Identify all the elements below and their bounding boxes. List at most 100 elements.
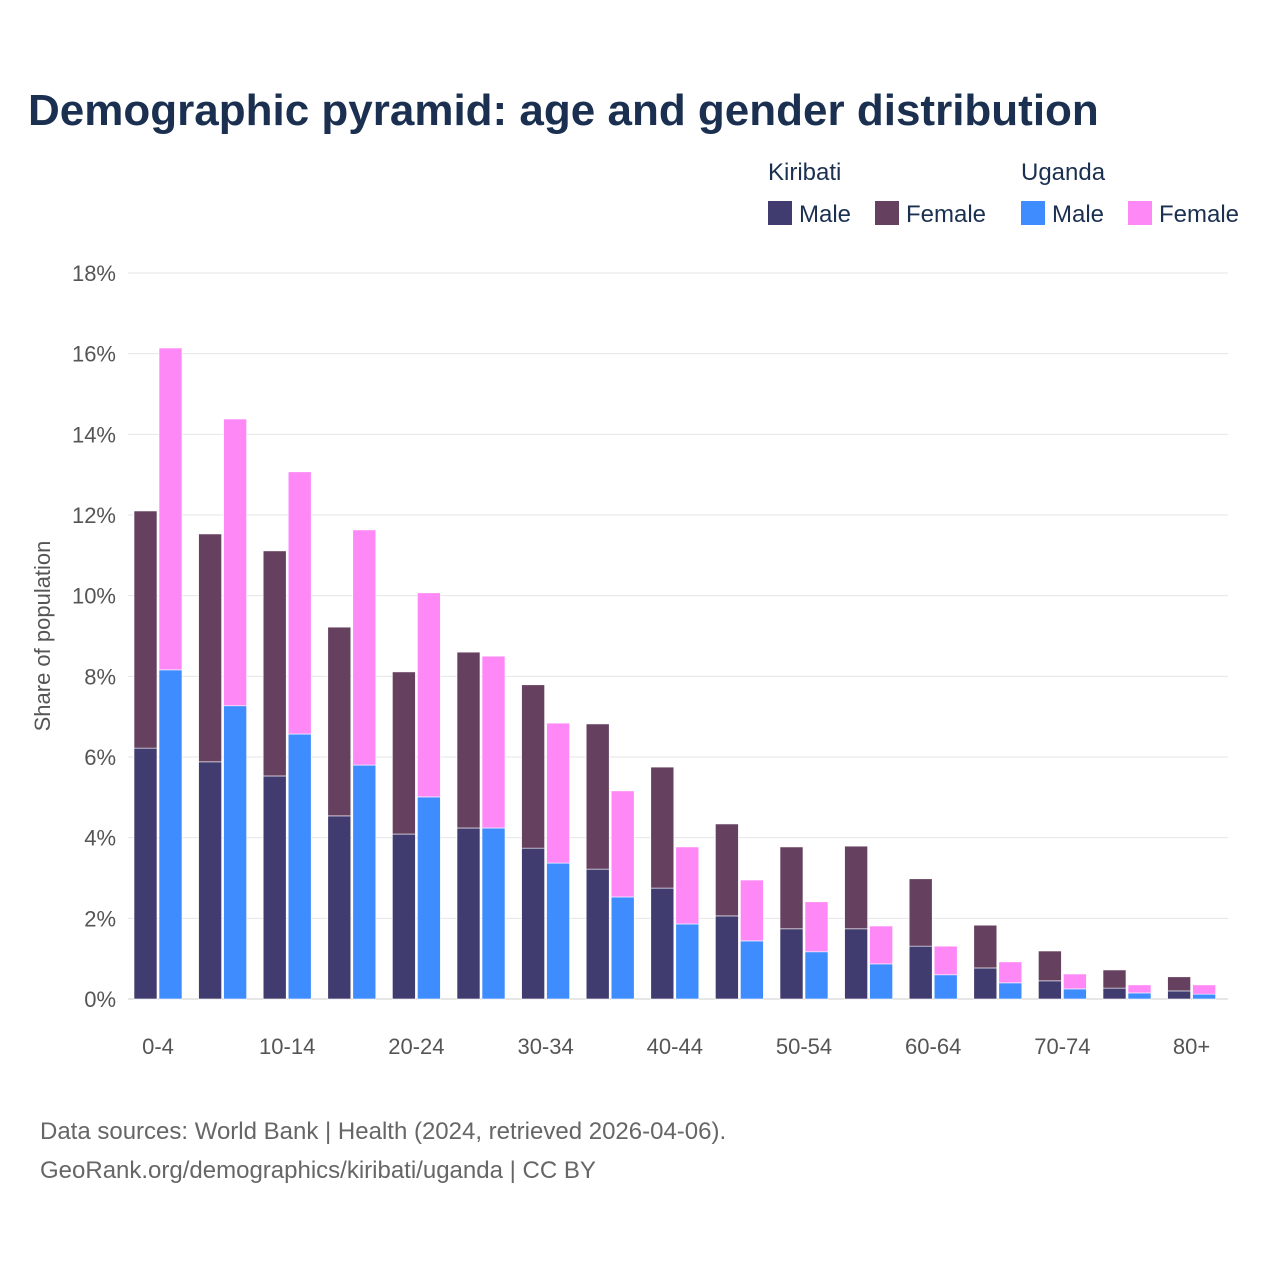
legend-label: Male [799, 201, 851, 228]
bar-kiribati-male [844, 928, 868, 1000]
bar-kiribati-female [1038, 950, 1062, 982]
bar-kiribati-female [715, 823, 739, 917]
y-tick-label: 14% [72, 422, 116, 447]
bar-kiribati-male [456, 827, 481, 1000]
legend-label: Female [906, 201, 986, 228]
x-tick-label: 40-44 [647, 1034, 703, 1059]
bar-kiribati-male [262, 775, 287, 1000]
bar-kiribati-male [1038, 980, 1062, 1000]
bar-kiribati-female [198, 533, 222, 763]
bar-kiribati-male [133, 747, 158, 1000]
source-line-2: GeoRank.org/demographics/kiribati/uganda… [40, 1157, 596, 1184]
bar-uganda-female [287, 471, 312, 735]
bar-uganda-male [933, 974, 958, 1000]
bar-kiribati-female [585, 723, 610, 870]
y-tick-label: 6% [84, 745, 116, 770]
x-tick-label: 70-74 [1034, 1034, 1090, 1059]
bar-kiribati-female [908, 878, 933, 947]
y-tick-label: 10% [72, 584, 116, 609]
bar-kiribati-female [844, 845, 868, 930]
bar-uganda-male [481, 827, 506, 1000]
bar-kiribati-female [392, 671, 416, 835]
bar-uganda-male [1127, 992, 1152, 1000]
bar-uganda-female [1063, 973, 1087, 990]
bars [133, 347, 1216, 1000]
bar-uganda-female [158, 347, 183, 671]
bar-uganda-male [158, 669, 183, 1000]
chart-title: Demographic pyramid: age and gender dist… [28, 86, 1099, 135]
bar-kiribati-female [327, 626, 352, 817]
bar-kiribati-female [262, 550, 287, 777]
bar-uganda-male [740, 940, 764, 1000]
legend-swatch-kiribati-male [768, 201, 792, 225]
bar-uganda-female [1192, 984, 1216, 995]
x-tick-label: 0-4 [142, 1034, 174, 1059]
x-tick-label: 20-24 [388, 1034, 444, 1059]
x-tick-label: 60-64 [905, 1034, 961, 1059]
source-line-1: Data sources: World Bank | Health (2024,… [40, 1118, 726, 1145]
bar-kiribati-male [521, 847, 545, 1000]
bar-uganda-male [223, 705, 247, 1000]
bar-kiribati-male [779, 928, 804, 1000]
legend-group-title: Kiribati [768, 159, 841, 186]
bar-uganda-female [869, 925, 893, 965]
bar-kiribati-male [908, 945, 933, 1000]
bar-uganda-female [675, 846, 700, 925]
bar-uganda-male [546, 862, 570, 1000]
y-tick-label: 0% [84, 987, 116, 1012]
x-tick-label: 80+ [1173, 1034, 1210, 1059]
bar-kiribati-female [1167, 976, 1191, 992]
gridlines: 0% 2% 4% 6% 8% 10% 12% 14% 16% 18% [72, 261, 1228, 1012]
x-axis: 0-4 10-14 20-24 30-34 40-44 50-54 60-64 70-74 80… [142, 1034, 1210, 1059]
bar-kiribati-female [1102, 969, 1127, 989]
bar-uganda-female [610, 790, 635, 898]
legend-swatch-uganda-female [1128, 201, 1152, 225]
legend-swatch-kiribati-female [875, 201, 899, 225]
bar-kiribati-male [715, 915, 739, 1000]
bar-uganda-male [352, 764, 377, 1000]
bar-uganda-male [998, 982, 1023, 1000]
bar-uganda-male [804, 951, 829, 1000]
bar-uganda-female [352, 529, 377, 766]
x-tick-label: 30-34 [517, 1034, 573, 1059]
bar-kiribati-male [585, 868, 610, 1000]
bar-kiribati-male [973, 967, 998, 1000]
bar-kiribati-female [456, 651, 481, 829]
legend-group-title: Uganda [1021, 159, 1106, 186]
bar-kiribati-male [392, 833, 416, 1000]
y-tick-label: 2% [84, 906, 116, 931]
bar-uganda-male [610, 896, 635, 1000]
x-tick-label: 50-54 [776, 1034, 832, 1059]
bar-uganda-male [869, 963, 893, 1000]
bar-uganda-female [223, 418, 247, 707]
y-tick-label: 18% [72, 261, 116, 286]
bar-uganda-female [740, 879, 764, 942]
y-tick-label: 4% [84, 826, 116, 851]
bar-kiribati-male [198, 761, 222, 1000]
bar-uganda-male [675, 923, 700, 1000]
bar-kiribati-male [650, 887, 675, 1000]
legend-swatch-uganda-male [1021, 201, 1045, 225]
bar-uganda-female [417, 592, 441, 798]
bar-kiribati-female [133, 510, 158, 749]
bar-kiribati-male [1102, 987, 1127, 1000]
bar-uganda-male [1063, 988, 1087, 1000]
legend-label: Female [1159, 201, 1239, 228]
bar-kiribati-female [521, 684, 545, 849]
bar-uganda-female [933, 945, 958, 976]
legend-label: Male [1052, 201, 1104, 228]
bar-kiribati-female [779, 846, 804, 930]
bar-uganda-male [287, 733, 312, 1000]
y-tick-label: 16% [72, 342, 116, 367]
legend: Kiribati Male Female Uganda Male Female [768, 159, 1239, 228]
bar-kiribati-male [1167, 990, 1191, 1000]
bar-uganda-female [546, 722, 570, 864]
x-tick-label: 10-14 [259, 1034, 315, 1059]
bar-uganda-female [998, 961, 1023, 984]
bar-kiribati-male [327, 815, 352, 1000]
bar-kiribati-female [973, 924, 998, 969]
bar-uganda-male [1192, 993, 1216, 1000]
bar-uganda-male [417, 796, 441, 1000]
